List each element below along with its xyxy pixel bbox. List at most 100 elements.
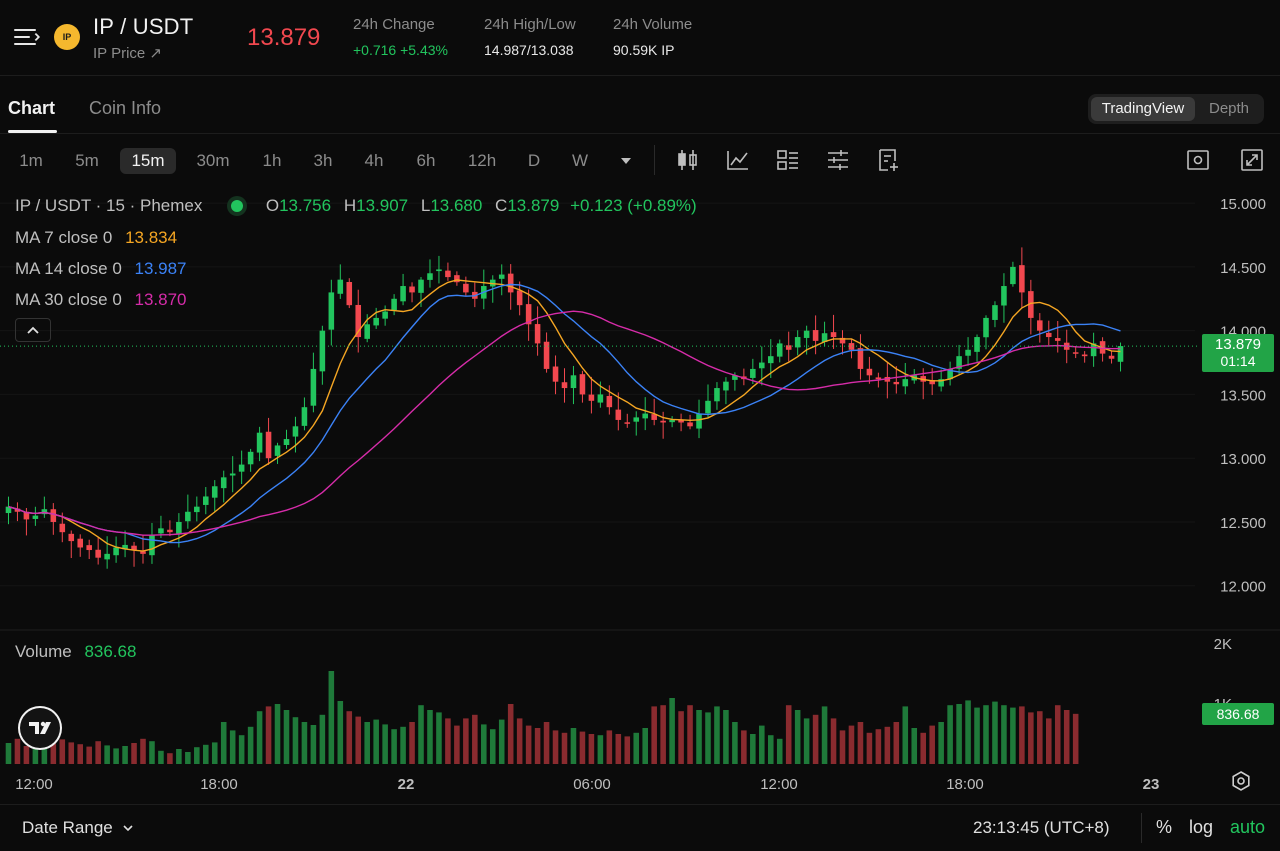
candle-body xyxy=(785,345,792,350)
volume-value: 836.68 xyxy=(84,642,137,661)
candle-body xyxy=(776,343,783,357)
interval-w[interactable]: W xyxy=(571,151,589,170)
view-tradingview[interactable]: TradingView xyxy=(1091,97,1195,121)
candle-body xyxy=(1028,291,1034,318)
ma14-legend[interactable]: MA 14 close 0 13.987 xyxy=(15,259,187,279)
volume-bar xyxy=(23,746,30,764)
candle-body xyxy=(606,395,613,408)
price-chart[interactable]: 15.00014.50014.00013.50013.00012.50012.0… xyxy=(0,184,1280,804)
interval-1h[interactable]: 1h xyxy=(262,151,282,170)
volume-bar xyxy=(956,704,962,764)
interval-12h[interactable]: 12h xyxy=(467,151,497,170)
volume-bar xyxy=(68,742,75,764)
coin-price-link[interactable]: IP Price ↗ xyxy=(93,45,162,62)
volume-bar xyxy=(920,732,927,764)
volume-bar xyxy=(866,732,873,764)
coin-logo: IP xyxy=(54,24,80,50)
ma30-line xyxy=(8,310,1121,536)
volume-bar xyxy=(463,718,469,764)
bottom-bar: Date Range 23:13:45 (UTC+8) % log auto xyxy=(0,804,1280,851)
timezone-clock[interactable]: 23:13:45 (UTC+8) xyxy=(973,818,1110,837)
volume-bar xyxy=(992,701,998,764)
interval-15m[interactable]: 15m xyxy=(120,148,176,174)
volume-bar xyxy=(409,722,415,764)
current-price-value: 13.879 xyxy=(1215,336,1261,354)
volume-bar xyxy=(1072,713,1079,764)
candle-body xyxy=(229,473,236,476)
auto-scale-toggle[interactable]: auto xyxy=(1230,817,1266,837)
candle-body xyxy=(373,317,379,326)
chart-settings-gear-icon[interactable] xyxy=(1230,770,1252,792)
candle-body xyxy=(633,417,640,422)
settings-sliders-icon[interactable] xyxy=(826,148,850,172)
candle-body xyxy=(194,506,200,513)
interval-1m[interactable]: 1m xyxy=(19,151,43,170)
volume-bar xyxy=(167,753,173,764)
volume-bar xyxy=(202,744,209,764)
volume-bar xyxy=(1045,718,1052,764)
pair-title[interactable]: IP / USDT xyxy=(93,14,194,39)
candle-body xyxy=(113,547,119,556)
interval-30m[interactable]: 30m xyxy=(196,151,230,170)
tradingview-logo-icon[interactable] xyxy=(18,706,62,750)
volume-bar xyxy=(1010,707,1016,764)
candle-type-icon[interactable] xyxy=(676,148,700,172)
legend-collapse-button[interactable] xyxy=(15,318,51,342)
candle-body xyxy=(983,317,989,338)
interval-dropdown-icon[interactable] xyxy=(616,150,636,170)
candle-body xyxy=(50,509,57,522)
volume-bar xyxy=(857,722,864,764)
fullscreen-icon[interactable] xyxy=(1240,148,1264,172)
volume-label: Volume xyxy=(15,642,72,661)
volume-bar xyxy=(211,742,218,764)
ma7-legend[interactable]: MA 7 close 0 13.834 xyxy=(15,228,177,248)
chart-area[interactable]: 15.000 14.500 14.000 13.500 13.000 12.500 12.0… xyxy=(0,184,1280,804)
candle-body xyxy=(158,528,164,534)
volume-bar xyxy=(848,725,855,764)
volume-bar xyxy=(328,671,335,764)
volume-legend[interactable]: Volume 836.68 xyxy=(15,642,136,662)
interval-5m[interactable]: 5m xyxy=(75,151,99,170)
candle-body xyxy=(947,368,953,380)
interval-3h[interactable]: 3h xyxy=(313,151,333,170)
interval-4h[interactable]: 4h xyxy=(364,151,384,170)
candle-body xyxy=(104,553,110,560)
volume-bar xyxy=(830,718,837,764)
ma14-line xyxy=(8,283,1121,544)
volume-bar xyxy=(50,743,57,764)
menu-icon[interactable] xyxy=(14,26,41,48)
volume-bar xyxy=(624,736,631,764)
percent-scale-toggle[interactable]: % xyxy=(1156,817,1173,837)
add-indicator-icon[interactable] xyxy=(876,148,900,172)
candle-body xyxy=(176,521,182,535)
template-icon[interactable] xyxy=(776,148,800,172)
volume-bar xyxy=(247,726,254,764)
date-range-dropdown[interactable]: Date Range xyxy=(22,818,135,838)
ohlc-close: 13.879 xyxy=(507,196,560,215)
candle-body xyxy=(337,279,344,294)
tab-chart[interactable]: Chart xyxy=(8,98,56,118)
candle-body xyxy=(59,523,66,533)
volume-bar xyxy=(534,728,541,764)
volume-bar xyxy=(812,714,819,764)
interval-d[interactable]: D xyxy=(527,151,541,170)
ma7-value: 13.834 xyxy=(125,228,178,247)
stat-label: 24h Volume xyxy=(613,16,693,33)
volume-bar xyxy=(382,724,388,764)
candle-body xyxy=(965,349,971,356)
indicator-icon[interactable] xyxy=(726,148,750,172)
view-depth[interactable]: Depth xyxy=(1208,100,1250,117)
tab-coin-info[interactable]: Coin Info xyxy=(89,98,162,118)
candle-body xyxy=(857,348,864,369)
candle-body xyxy=(274,445,281,456)
stat-24h-high-low: 24h High/Low 14.987/13.038 xyxy=(484,16,576,58)
screenshot-icon[interactable] xyxy=(1186,148,1210,172)
log-scale-toggle[interactable]: log xyxy=(1189,817,1214,837)
volume-bar xyxy=(122,746,128,764)
volume-bar xyxy=(32,741,39,764)
stat-value: 14.987/13.038 xyxy=(484,42,574,58)
volume-bar xyxy=(418,705,424,764)
interval-6h[interactable]: 6h xyxy=(416,151,436,170)
ma30-legend[interactable]: MA 30 close 0 13.870 xyxy=(15,290,187,310)
stat-24h-volume: 24h Volume 90.59K IP xyxy=(613,16,692,58)
